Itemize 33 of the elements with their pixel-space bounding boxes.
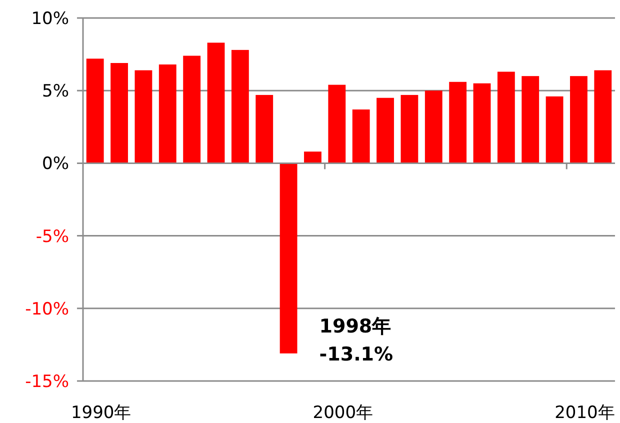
x-tick-label: 1990年 xyxy=(70,403,132,423)
bar xyxy=(352,109,370,164)
bar xyxy=(376,98,394,164)
y-tick-label: 10% xyxy=(31,9,69,29)
y-tick-label: -5% xyxy=(36,226,69,247)
bar xyxy=(86,58,104,164)
bar xyxy=(207,42,225,164)
bar xyxy=(424,90,442,164)
bar xyxy=(473,83,491,164)
annotation: 1998年 xyxy=(319,315,392,338)
x-tick-label: 2000年 xyxy=(312,403,374,423)
y-tick-label: -10% xyxy=(25,299,69,320)
bar xyxy=(546,96,564,164)
bar xyxy=(134,70,152,164)
bar xyxy=(110,63,128,164)
bar xyxy=(594,70,612,164)
bar xyxy=(497,72,515,164)
bar xyxy=(183,56,201,164)
y-tick-label: -15% xyxy=(25,372,69,392)
bar xyxy=(522,76,540,164)
annotation: -13.1% xyxy=(319,343,394,366)
y-tick-label: 5% xyxy=(42,82,69,102)
bar xyxy=(570,76,588,164)
bar xyxy=(328,84,346,164)
bar xyxy=(400,94,418,164)
bar xyxy=(158,64,176,164)
bar xyxy=(256,94,274,164)
bar xyxy=(449,82,467,164)
bar xyxy=(231,50,249,164)
x-tick-label: 2010年 xyxy=(554,403,615,423)
bar xyxy=(304,152,322,164)
y-tick-label: 0% xyxy=(42,154,69,174)
bar xyxy=(280,163,298,354)
